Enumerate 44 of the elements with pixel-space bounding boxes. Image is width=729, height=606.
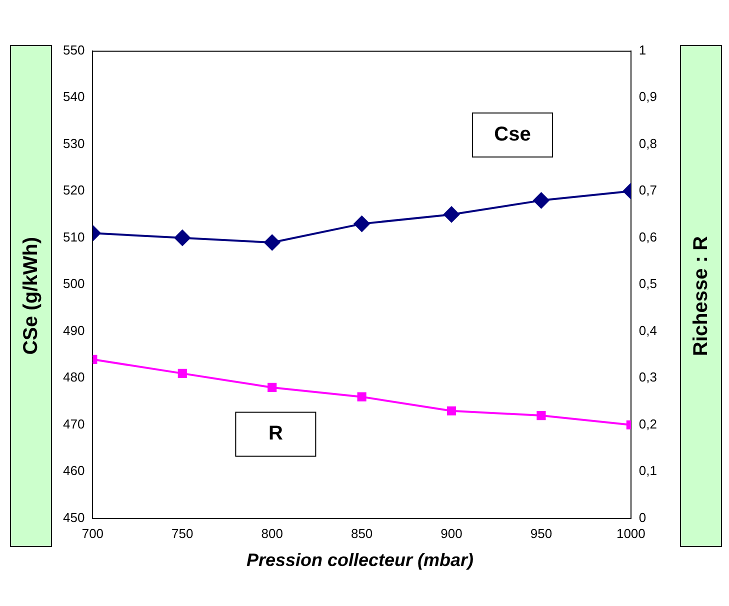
text: Cse [494, 123, 531, 146]
x-axis-title: Pression collecteur (mbar) [245, 550, 475, 571]
y-tick-label: 550 [62, 42, 85, 58]
y2-tick-label: 0,4 [638, 322, 658, 338]
x-tick-label: 1000 [616, 526, 646, 541]
point [446, 406, 456, 416]
x-tick-label: 800 [261, 526, 283, 541]
y2-axis-title: Richesse : R [690, 236, 712, 356]
y2-tick-label: 0,7 [638, 182, 658, 198]
x-tick-label: 950 [530, 526, 552, 541]
series-label: R [268, 422, 284, 445]
y2-tick-label: 0,2 [638, 416, 658, 432]
y-tick-label: 470 [62, 416, 85, 432]
point [357, 392, 366, 402]
x-tick-label: 900 [440, 526, 462, 541]
point [536, 410, 546, 420]
point [264, 234, 280, 251]
y-tick-label: 460 [62, 463, 85, 478]
y-tick-label: 490 [62, 322, 85, 338]
y-axis-title: CSe (g/kWh) [20, 237, 42, 355]
point [354, 216, 370, 232]
y2-tick-label: 0,3 [638, 370, 658, 385]
y-tick-label: 450 [62, 510, 85, 525]
y-tick-label: 520 [62, 182, 85, 198]
y2-tick-label: 0,8 [638, 136, 658, 151]
y2-tick-label: 0,9 [638, 89, 658, 104]
x-tick-label: 750 [172, 526, 194, 541]
y-tick-label: 540 [62, 89, 85, 104]
point [174, 230, 190, 246]
y-tick-label: 530 [62, 136, 85, 151]
y-tick-label: 500 [62, 276, 85, 292]
y2-tick-label: 0 [638, 510, 646, 525]
point [444, 206, 460, 222]
point [533, 192, 550, 208]
x-tick-label: 700 [82, 526, 104, 541]
y-tick-label: 480 [62, 370, 85, 385]
y2-tick-label: 1 [638, 42, 646, 58]
point [268, 382, 277, 392]
y2-tick-label: 0,5 [638, 276, 658, 292]
x-tick-label: 850 [350, 526, 373, 541]
y2-tick-label: 0,1 [638, 463, 658, 478]
y-tick-label: 510 [62, 229, 85, 244]
y2-tick-label: 0,6 [638, 229, 658, 244]
point [178, 368, 187, 378]
